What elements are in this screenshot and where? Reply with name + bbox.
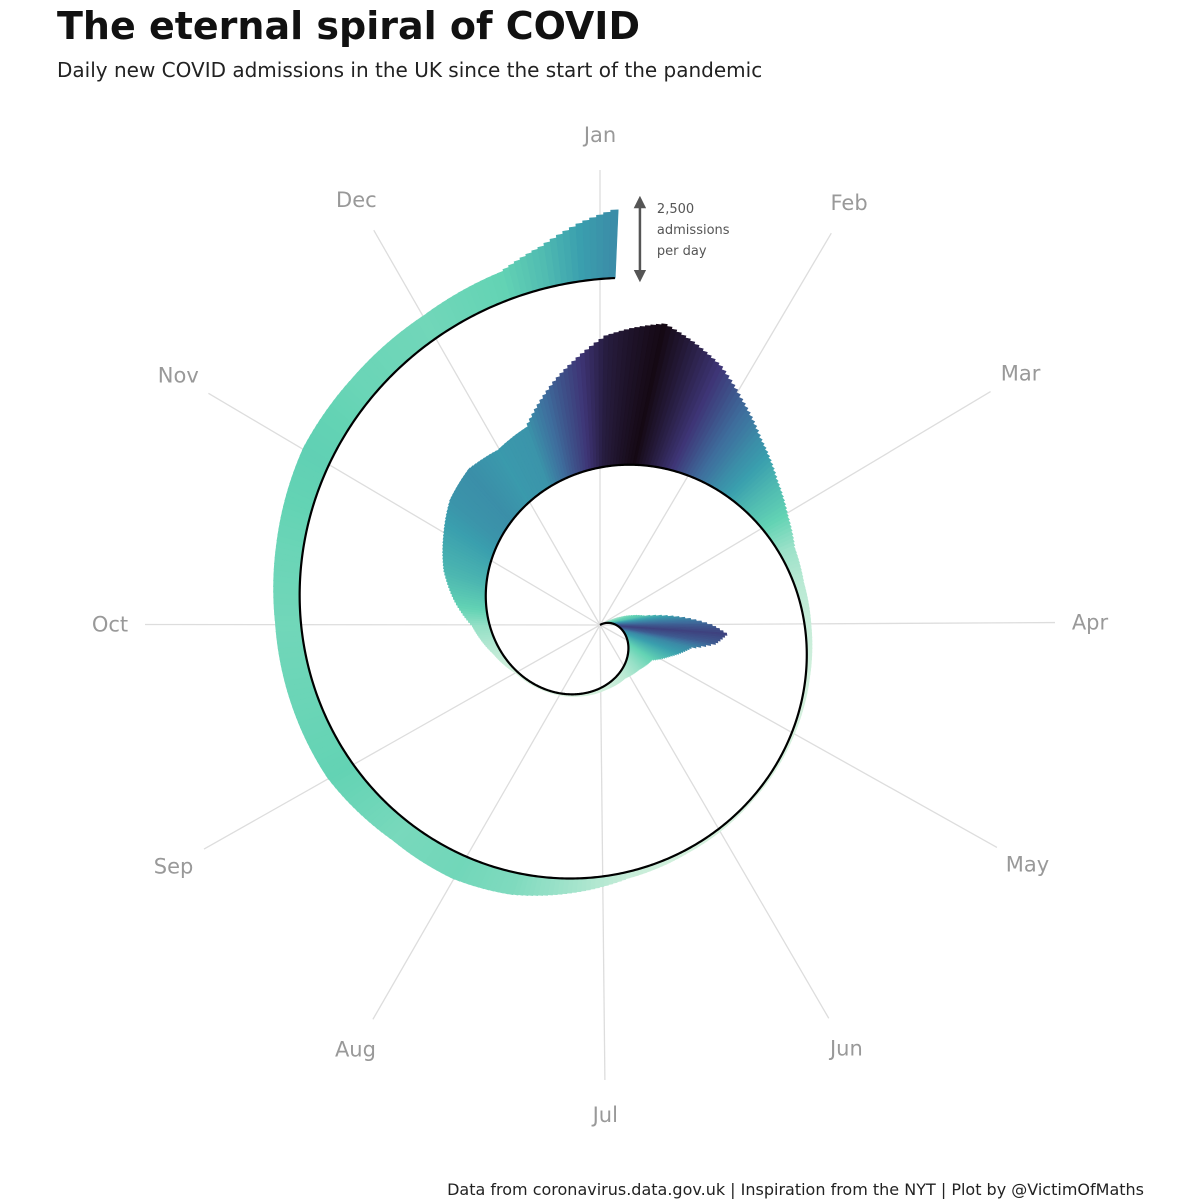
scale-annotation: 2,500 admissions per day <box>633 195 734 283</box>
admission-bars <box>273 209 813 897</box>
month-label-apr: Apr <box>1072 610 1109 634</box>
scale-label-line-1: 2,500 <box>657 202 694 217</box>
day-bar <box>608 209 619 279</box>
day-bar <box>589 217 598 281</box>
chart-title: The eternal spiral of COVID <box>57 4 640 48</box>
month-label-feb: Feb <box>831 191 868 215</box>
month-label-jan: Jan <box>582 123 616 147</box>
month-labels: Jan Feb Mar Apr May Jun Jul Aug Sep Oct Nov Dec <box>92 123 1109 1127</box>
scale-label-line-2: admissions <box>657 223 730 238</box>
month-label-aug: Aug <box>335 1038 376 1062</box>
month-label-mar: Mar <box>1001 362 1041 386</box>
month-label-jul: Jul <box>591 1103 618 1127</box>
gridline-jul <box>599 624 606 1080</box>
month-label-sep: Sep <box>154 854 194 878</box>
gridline-may <box>599 624 998 848</box>
scale-label: 2,500 admissions per day <box>657 202 734 259</box>
gridline-aug <box>372 624 601 1020</box>
month-label-jun: Jun <box>828 1037 863 1061</box>
gridline-sep <box>203 624 601 850</box>
month-label-oct: Oct <box>92 612 128 636</box>
scale-label-line-3: per day <box>657 244 707 259</box>
day-bar <box>275 625 303 632</box>
spiral-baseline <box>298 276 808 880</box>
chart-subtitle: Daily new COVID admissions in the UK sin… <box>57 58 763 82</box>
spiral-line <box>298 276 808 880</box>
chart-caption: Data from coronavirus.data.gov.uk | Insp… <box>447 1180 1144 1199</box>
month-label-may: May <box>1006 853 1049 877</box>
gridline-dec <box>373 229 601 626</box>
day-bar <box>598 875 605 888</box>
month-label-nov: Nov <box>158 363 199 387</box>
gridline-jun <box>599 624 830 1019</box>
gridline-nov <box>208 392 601 626</box>
month-gridlines <box>144 170 1055 1080</box>
month-label-dec: Dec <box>336 188 377 212</box>
day-bar <box>594 876 600 889</box>
gridline-mar <box>599 391 991 626</box>
